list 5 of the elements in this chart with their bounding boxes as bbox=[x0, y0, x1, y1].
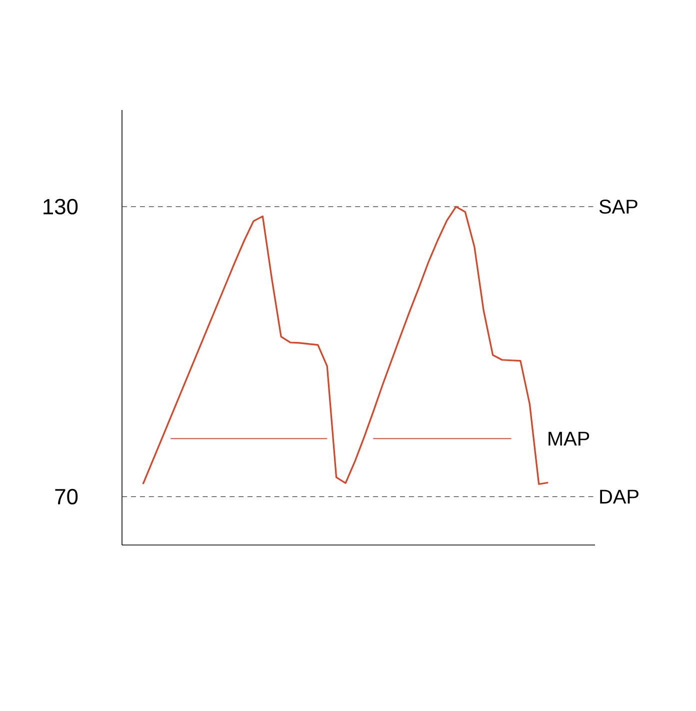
ref-line-label: DAP bbox=[600, 490, 638, 504]
y-tick-label: 70 bbox=[55, 488, 78, 504]
series-label: MAP bbox=[548, 432, 590, 446]
ref-line-label: SAP bbox=[599, 200, 638, 214]
y-tick-label: 130 bbox=[44, 198, 78, 214]
